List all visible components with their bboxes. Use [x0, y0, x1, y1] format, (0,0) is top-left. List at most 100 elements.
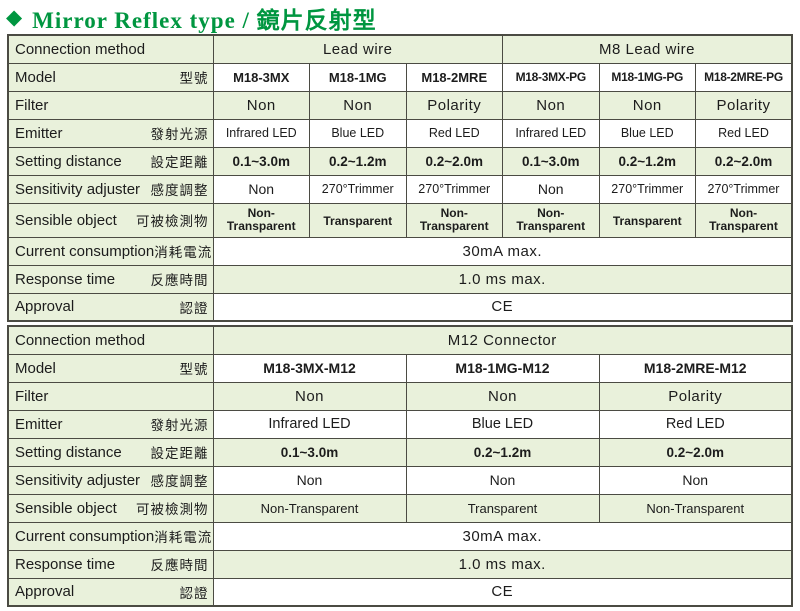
label-zh: 認證 [179, 585, 209, 601]
label-zh: 反應時間 [150, 273, 209, 288]
object-value: Non-Transparent [598, 493, 793, 523]
label-connection-method: Connection method [7, 34, 214, 64]
object-value: Non-Transparent [695, 202, 793, 238]
label-en: Connection method [15, 331, 146, 349]
approval-value: CE [212, 577, 793, 607]
label-connection-method: Connection method [7, 325, 214, 355]
label-zh: 設定距離 [150, 446, 209, 461]
page-title-text: Mirror Reflex type / 鏡片反射型 [32, 7, 377, 33]
label-en: Emitter [15, 415, 63, 433]
distance-value: 0.2~1.2m [405, 437, 600, 467]
sensitivity-value: 270°Trimmer [405, 174, 503, 204]
label-sensible-object: Sensible object 可被檢測物 [7, 493, 214, 523]
row-response-time: Response time 反應時間 1.0 ms max. [7, 549, 793, 579]
sensitivity-value: Non [212, 465, 407, 495]
label-en: Setting distance [15, 152, 122, 170]
label-zh: 設定距離 [150, 155, 209, 170]
row-approval: Approval 認證 CE [7, 577, 793, 607]
emitter-value: Blue LED [309, 118, 407, 148]
label-zh: 反應時間 [150, 558, 209, 573]
row-connection-method: Connection method Lead wire M8 Lead wire [7, 34, 793, 64]
emitter-value: Blue LED [598, 118, 696, 148]
row-connection-method: Connection method M12 Connector [7, 325, 793, 355]
distance-value: 0.2~1.2m [598, 146, 696, 176]
emitter-value: Infrared LED [212, 409, 407, 439]
filter-value: Polarity [598, 381, 793, 411]
group-lead-wire: Lead wire [212, 34, 503, 64]
row-model: Model 型號 M18-3MX M18-1MG M18-2MRE M18-3MX… [7, 62, 793, 92]
label-emitter: Emitter 發射光源 [7, 409, 214, 439]
label-filter: Filter [7, 381, 214, 411]
group-m12-connector: M12 Connector [212, 325, 793, 355]
model-value: M18-3MX [212, 62, 310, 92]
label-sensitivity-adjuster: Sensitivity adjuster 感度調整 [7, 174, 214, 204]
page-title: ◆ Mirror Reflex type / 鏡片反射型 [0, 0, 800, 34]
label-model: Model 型號 [7, 353, 214, 383]
distance-value: 0.2~1.2m [309, 146, 407, 176]
current-consumption-value: 30mA max. [212, 521, 793, 551]
row-approval: Approval 認證 CE [7, 292, 793, 322]
sensitivity-value: Non [502, 174, 600, 204]
object-value: Transparent [309, 202, 407, 238]
label-zh: 型號 [179, 362, 209, 377]
distance-value: 0.2~2.0m [695, 146, 793, 176]
filter-value: Non [212, 90, 310, 120]
label-en: Response time [15, 270, 116, 288]
row-sensitivity-adjuster: Sensitivity adjuster 感度調整 Non Non Non [7, 465, 793, 495]
emitter-value: Red LED [695, 118, 793, 148]
object-value-text: Non-Transparent [226, 205, 296, 233]
label-en: Setting distance [15, 443, 122, 461]
distance-value: 0.2~2.0m [405, 146, 503, 176]
label-zh: 發射光源 [150, 127, 209, 142]
object-value-text: Transparent [612, 213, 682, 228]
label-current-consumption: Current consumption 消耗電流 [7, 521, 214, 551]
filter-value: Non [212, 381, 407, 411]
label-zh: 可被檢測物 [136, 214, 209, 229]
label-model: Model 型號 [7, 62, 214, 92]
distance-value: 0.1~3.0m [502, 146, 600, 176]
label-en: Response time [15, 555, 116, 573]
label-filter: Filter [7, 90, 214, 120]
label-current-consumption: Current consumption 消耗電流 [7, 236, 214, 266]
filter-value: Non [405, 381, 600, 411]
label-en: Connection method [15, 40, 146, 58]
approval-value: CE [212, 292, 793, 322]
model-value: M18-1MG [309, 62, 407, 92]
row-setting-distance: Setting distance 設定距離 0.1~3.0m 0.2~1.2m 0… [7, 437, 793, 467]
diamond-bullet-icon: ◆ [6, 6, 23, 29]
row-current-consumption: Current consumption 消耗電流 30mA max. [7, 521, 793, 551]
label-zh: 消耗電流 [154, 245, 213, 260]
label-setting-distance: Setting distance 設定距離 [7, 437, 214, 467]
label-response-time: Response time 反應時間 [7, 264, 214, 294]
m12-connector-spec-table: Connection method M12 Connector Model 型號 … [7, 325, 793, 607]
filter-value: Polarity [695, 90, 793, 120]
distance-value: 0.2~2.0m [598, 437, 793, 467]
label-sensible-object: Sensible object 可被檢測物 [7, 202, 214, 238]
sensitivity-value: Non [212, 174, 310, 204]
label-emitter: Emitter 發射光源 [7, 118, 214, 148]
label-en: Approval [15, 583, 75, 601]
object-value: Transparent [598, 202, 696, 238]
model-value: M18-3MX-PG [502, 62, 600, 92]
label-en: Sensitivity adjuster [15, 180, 141, 198]
emitter-value: Infrared LED [502, 118, 600, 148]
label-zh: 消耗電流 [154, 530, 213, 545]
lead-wire-spec-table: Connection method Lead wire M8 Lead wire… [7, 34, 793, 322]
label-approval: Approval 認證 [7, 577, 214, 607]
model-value: M18-2MRE-PG [695, 62, 793, 92]
label-en: Sensible object [15, 499, 117, 517]
row-sensitivity-adjuster: Sensitivity adjuster 感度調整 Non 270°Trimmer… [7, 174, 793, 204]
row-filter: Filter Non Non Polarity [7, 381, 793, 411]
sensitivity-value: 270°Trimmer [695, 174, 793, 204]
object-value: Non-Transparent [405, 202, 503, 238]
sensitivity-value: 270°Trimmer [309, 174, 407, 204]
filter-value: Non [502, 90, 600, 120]
emitter-value: Red LED [598, 409, 793, 439]
emitter-value: Blue LED [405, 409, 600, 439]
distance-value: 0.1~3.0m [212, 146, 310, 176]
emitter-value: Red LED [405, 118, 503, 148]
object-value-text: Non-Transparent [709, 205, 778, 233]
row-model: Model 型號 M18-3MX-M12 M18-1MG-M12 M18-2MRE… [7, 353, 793, 383]
label-sensitivity-adjuster: Sensitivity adjuster 感度調整 [7, 465, 214, 495]
row-emitter: Emitter 發射光源 Infrared LED Blue LED Red LE… [7, 118, 793, 148]
